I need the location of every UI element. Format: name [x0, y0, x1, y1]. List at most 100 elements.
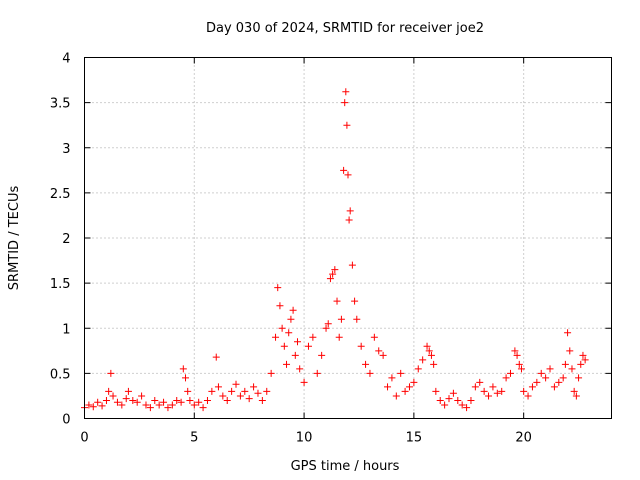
y-tick-label: 1.5 — [50, 277, 71, 292]
data-point — [458, 401, 466, 409]
data-point — [285, 329, 293, 337]
data-point — [370, 333, 378, 341]
data-point — [168, 401, 176, 409]
data-point — [263, 387, 271, 395]
data-point — [329, 270, 337, 278]
data-point — [493, 389, 501, 397]
data-point — [528, 383, 536, 391]
data-point — [423, 342, 431, 350]
data-point — [287, 315, 295, 323]
data-point — [304, 342, 312, 350]
data-point — [533, 378, 541, 386]
data-point — [366, 369, 374, 377]
data-point — [293, 338, 301, 346]
y-tick-label: 0.5 — [50, 367, 71, 382]
data-point — [502, 374, 510, 382]
data-point — [331, 266, 339, 274]
data-point — [392, 392, 400, 400]
data-point — [397, 369, 405, 377]
data-point — [258, 396, 266, 404]
data-point — [575, 374, 583, 382]
data-point — [568, 365, 576, 373]
data-point — [195, 398, 203, 406]
data-point — [113, 398, 121, 406]
data-point — [570, 387, 578, 395]
data-point — [124, 387, 132, 395]
y-tick-label: 4 — [62, 52, 70, 67]
data-point — [118, 401, 126, 409]
data-point — [291, 351, 299, 359]
data-point — [480, 387, 488, 395]
data-point — [384, 383, 392, 391]
x-tick-labels: 0 5 10 15 20 — [80, 431, 532, 446]
data-point — [513, 351, 521, 359]
data-point — [105, 387, 113, 395]
data-point — [566, 347, 574, 355]
chart-title: Day 030 of 2024, SRMTID for receiver joe… — [206, 21, 484, 36]
data-point — [155, 401, 163, 409]
data-point — [405, 383, 413, 391]
data-point — [133, 398, 141, 406]
data-point — [517, 365, 525, 373]
data-point — [232, 380, 240, 388]
data-point — [379, 351, 387, 359]
data-point — [326, 275, 334, 283]
data-point — [146, 404, 154, 412]
data-point — [388, 374, 396, 382]
data-point — [280, 342, 288, 350]
data-point — [550, 383, 558, 391]
data-point — [467, 396, 475, 404]
x-tick-label: 10 — [296, 431, 313, 446]
data-point — [173, 396, 181, 404]
data-point — [577, 360, 585, 368]
plot-frame — [84, 57, 612, 419]
data-point — [274, 284, 282, 292]
data-point — [313, 369, 321, 377]
data-point — [223, 396, 231, 404]
data-point — [250, 383, 258, 391]
data-point — [445, 395, 453, 403]
data-point — [98, 402, 106, 410]
y-axis-label: SRMTID / TECUs — [7, 186, 22, 291]
data-point — [343, 121, 351, 129]
x-tick-label: 0 — [80, 431, 88, 446]
y-tick-label: 1 — [62, 322, 70, 337]
data-point — [177, 398, 185, 406]
data-point — [414, 365, 422, 373]
data-point — [337, 315, 345, 323]
data-point — [138, 392, 146, 400]
data-point — [283, 360, 291, 368]
data-point — [289, 306, 297, 314]
data-point — [267, 369, 275, 377]
data-point — [309, 333, 317, 341]
data-point — [214, 383, 222, 391]
data-point — [353, 315, 361, 323]
data-point — [449, 389, 457, 397]
data-point — [254, 389, 262, 397]
data-point — [94, 398, 102, 406]
data-point — [357, 342, 365, 350]
data-point — [348, 261, 356, 269]
data-point — [572, 392, 580, 400]
data-point — [208, 387, 216, 395]
data-point — [102, 396, 110, 404]
data-point — [471, 383, 479, 391]
data-point — [515, 360, 523, 368]
data-point — [506, 369, 514, 377]
grid-lines — [84, 57, 612, 419]
data-point — [463, 404, 471, 412]
data-point — [107, 369, 115, 377]
data-point — [432, 387, 440, 395]
data-point — [333, 297, 341, 305]
data-point — [278, 324, 286, 332]
x-axis-label: GPS time / hours — [291, 459, 400, 474]
y-tick-label: 0 — [62, 413, 70, 428]
data-point — [335, 333, 343, 341]
data-point — [272, 333, 280, 341]
axis-ticks — [84, 57, 612, 419]
data-point — [524, 392, 532, 400]
data-point — [362, 360, 370, 368]
data-point — [401, 387, 409, 395]
data-point — [342, 88, 350, 96]
data-point — [346, 207, 354, 215]
